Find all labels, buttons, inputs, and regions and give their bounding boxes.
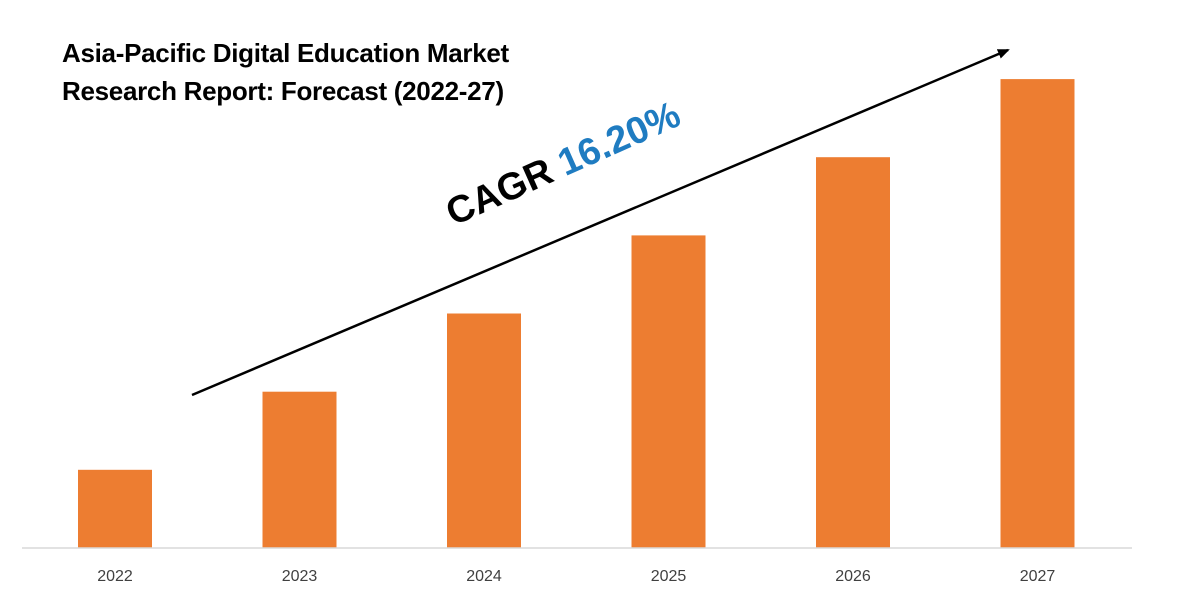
bar-2024 (447, 313, 521, 548)
chart-title-line-1: Asia-Pacific Digital Education Market (62, 38, 509, 68)
bars-group (78, 79, 1075, 548)
x-tick-label-2025: 2025 (651, 568, 687, 585)
chart-title: Asia-Pacific Digital Education Market Re… (62, 34, 509, 110)
bar-2023 (262, 391, 337, 548)
chart-title-line-2: Research Report: Forecast (2022-27) (62, 76, 504, 106)
x-tick-labels: 2022 2023 2024 2025 2026 2027 (97, 568, 1055, 585)
x-tick-label-2022: 2022 (97, 568, 133, 585)
trend-arrow (191, 48, 1010, 397)
x-tick-label-2023: 2023 (282, 568, 318, 585)
bar-2026 (816, 157, 890, 548)
x-tick-label-2024: 2024 (466, 568, 502, 585)
x-tick-label-2026: 2026 (835, 568, 871, 585)
bar-2027 (1000, 79, 1075, 548)
bar-2025 (631, 235, 706, 548)
x-tick-label-2027: 2027 (1020, 568, 1056, 585)
bar-2022 (78, 469, 152, 548)
